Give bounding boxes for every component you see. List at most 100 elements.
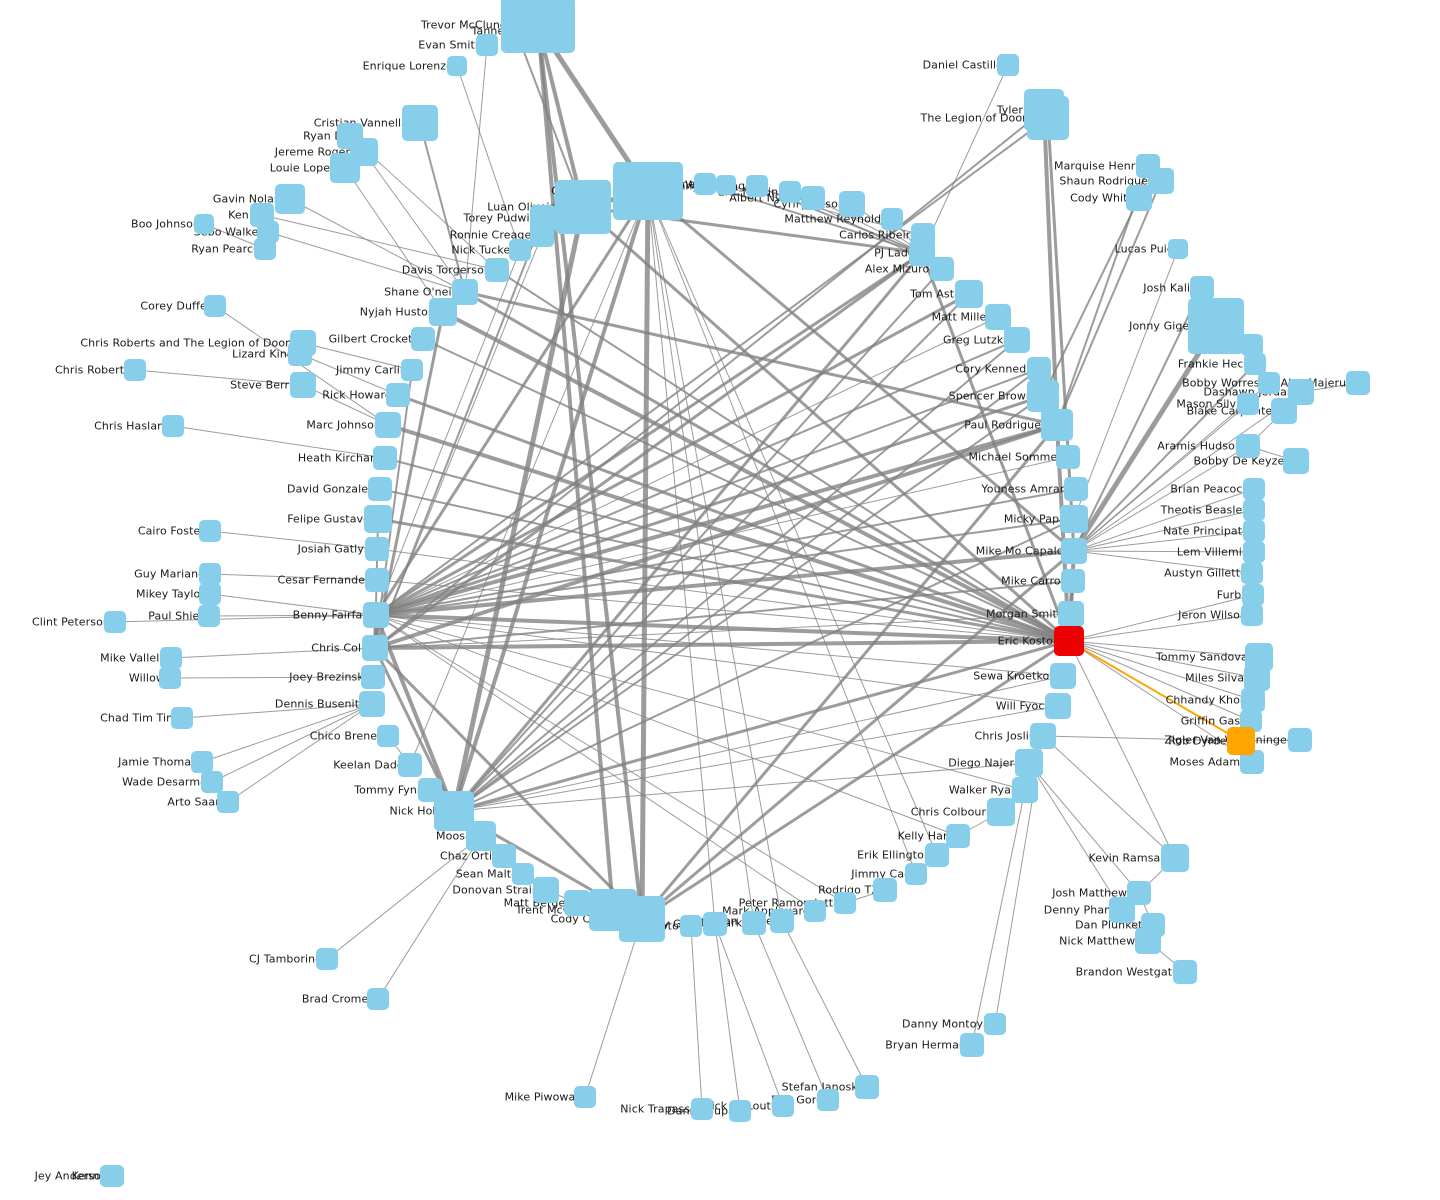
- graph-node[interactable]: [359, 691, 385, 717]
- graph-node[interactable]: [1056, 445, 1080, 469]
- graph-node[interactable]: [509, 239, 531, 261]
- graph-node[interactable]: [1050, 663, 1076, 689]
- graph-node[interactable]: [316, 948, 338, 970]
- graph-node[interactable]: [834, 892, 856, 914]
- graph-node[interactable]: [401, 359, 423, 381]
- graph-node[interactable]: [770, 909, 794, 933]
- graph-node[interactable]: [512, 863, 534, 885]
- graph-node[interactable]: [1244, 353, 1266, 375]
- graph-node[interactable]: [955, 280, 983, 308]
- graph-node[interactable]: [946, 824, 970, 848]
- graph-node[interactable]: [533, 877, 559, 903]
- graph-node[interactable]: [191, 751, 213, 773]
- graph-node[interactable]: [1027, 357, 1051, 381]
- graph-node[interactable]: [373, 446, 397, 470]
- graph-node[interactable]: [1168, 239, 1188, 259]
- graph-node[interactable]: [1004, 327, 1030, 353]
- graph-node[interactable]: [362, 635, 388, 661]
- graph-node[interactable]: [198, 605, 220, 627]
- graph-node[interactable]: [1061, 538, 1087, 564]
- graph-node[interactable]: [1161, 844, 1189, 872]
- graph-node[interactable]: [1054, 626, 1084, 656]
- graph-node[interactable]: [476, 34, 498, 56]
- graph-node[interactable]: [1346, 371, 1370, 395]
- graph-node[interactable]: [402, 105, 438, 141]
- graph-node[interactable]: [1027, 380, 1059, 412]
- graph-node[interactable]: [1109, 897, 1135, 923]
- graph-node[interactable]: [1173, 960, 1197, 984]
- graph-node[interactable]: [199, 563, 221, 585]
- graph-node[interactable]: [1041, 409, 1073, 441]
- graph-node[interactable]: [257, 221, 279, 243]
- graph-node[interactable]: [1012, 777, 1038, 803]
- graph-node[interactable]: [204, 295, 226, 317]
- graph-node[interactable]: [254, 238, 276, 260]
- graph-node[interactable]: [1243, 499, 1265, 521]
- graph-node[interactable]: [772, 1095, 794, 1117]
- graph-node[interactable]: [997, 54, 1019, 76]
- graph-node[interactable]: [1237, 393, 1259, 415]
- graph-node[interactable]: [873, 878, 897, 902]
- graph-node[interactable]: [1190, 276, 1214, 300]
- graph-node[interactable]: [1061, 569, 1085, 593]
- graph-node[interactable]: [1241, 334, 1263, 356]
- graph-node[interactable]: [171, 707, 193, 729]
- graph-node[interactable]: [801, 186, 825, 210]
- graph-node[interactable]: [1242, 584, 1264, 606]
- graph-node[interactable]: [102, 1165, 124, 1187]
- graph-node[interactable]: [564, 890, 590, 916]
- graph-node[interactable]: [466, 821, 496, 851]
- graph-node[interactable]: [199, 520, 221, 542]
- graph-node[interactable]: [1015, 749, 1043, 777]
- graph-node[interactable]: [368, 477, 392, 501]
- graph-node[interactable]: [365, 568, 389, 592]
- graph-node[interactable]: [194, 214, 214, 234]
- graph-node[interactable]: [1030, 723, 1056, 749]
- graph-node[interactable]: [530, 223, 554, 247]
- graph-node[interactable]: [1188, 298, 1244, 354]
- graph-node[interactable]: [363, 602, 389, 628]
- graph-node[interactable]: [1045, 693, 1071, 719]
- graph-node[interactable]: [984, 1013, 1006, 1035]
- graph-node[interactable]: [162, 415, 184, 437]
- graph-node[interactable]: [201, 771, 223, 793]
- graph-node[interactable]: [985, 304, 1011, 330]
- graph-node[interactable]: [746, 175, 768, 197]
- graph-node[interactable]: [925, 843, 949, 867]
- graph-node[interactable]: [275, 184, 305, 214]
- graph-node[interactable]: [930, 257, 954, 281]
- graph-node[interactable]: [330, 153, 360, 183]
- graph-node[interactable]: [365, 537, 389, 561]
- graph-node[interactable]: [1240, 710, 1262, 732]
- graph-node[interactable]: [1058, 601, 1084, 627]
- graph-node[interactable]: [716, 175, 736, 195]
- graph-node[interactable]: [1227, 727, 1255, 755]
- graph-node[interactable]: [411, 327, 435, 351]
- graph-node[interactable]: [375, 412, 401, 438]
- graph-node[interactable]: [429, 298, 457, 326]
- graph-node[interactable]: [1258, 372, 1280, 394]
- graph-node[interactable]: [1244, 665, 1270, 691]
- graph-node[interactable]: [694, 173, 716, 195]
- graph-node[interactable]: [485, 258, 509, 282]
- graph-node[interactable]: [855, 1075, 879, 1099]
- graph-node[interactable]: [1064, 477, 1088, 501]
- graph-node[interactable]: [1283, 448, 1309, 474]
- graph-node[interactable]: [377, 725, 399, 747]
- graph-node[interactable]: [680, 915, 702, 937]
- graph-node[interactable]: [503, 18, 529, 44]
- graph-node[interactable]: [104, 611, 126, 633]
- graph-node[interactable]: [1243, 478, 1265, 500]
- graph-node[interactable]: [159, 667, 181, 689]
- graph-node[interactable]: [987, 798, 1015, 826]
- graph-node[interactable]: [779, 181, 801, 203]
- graph-node[interactable]: [839, 191, 865, 217]
- graph-node[interactable]: [1060, 505, 1088, 533]
- graph-node[interactable]: [619, 896, 665, 942]
- graph-node[interactable]: [1126, 185, 1152, 211]
- graph-node[interactable]: [124, 359, 146, 381]
- graph-node[interactable]: [367, 988, 389, 1010]
- graph-node[interactable]: [817, 1089, 839, 1111]
- graph-node[interactable]: [1271, 398, 1297, 424]
